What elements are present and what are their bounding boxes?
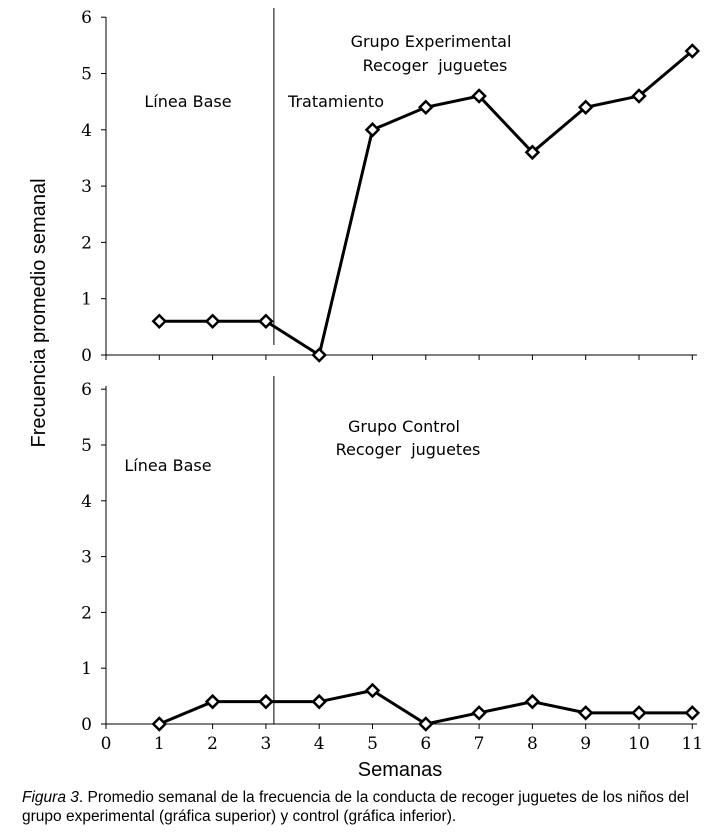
exp-phase-label: Línea Base [144,92,231,111]
x-axis-label: Semanas [358,759,443,781]
exp-y-tick-label: 3 [81,177,92,197]
ctl-x-tick-label: 2 [207,734,218,754]
ctl-x-tick-label: 6 [420,734,431,754]
ctl-data-point [258,693,274,710]
ctl-data-point [311,693,327,710]
exp-y-tick-label: 6 [81,8,92,28]
ctl-x-tick-label: 5 [367,734,378,754]
exp-y-tick-label: 1 [81,290,92,310]
ctl-phase-label: Línea Base [124,456,211,475]
ctl-x-tick-label: 10 [628,734,650,754]
ctl-data-point [577,705,594,721]
ctl-y-tick-label: 5 [81,436,92,456]
exp-data-point [204,313,221,329]
ctl-y-tick-label: 1 [81,659,92,679]
caption-figure-label: Figura 3 [22,789,79,806]
experimental-panel: 0 1 2 3 4 5 6 Grupo Experimental Recoger juguete… [81,8,701,366]
ctl-y-tick-label: 3 [81,548,92,568]
ctl-x-tick-label: 9 [580,734,591,754]
ctl-x-tick-label: 0 [101,734,112,754]
exp-data-point [631,88,647,104]
exp-data-point [684,43,701,59]
ctl-data-point [684,705,701,721]
exp-y-tick-label: 0 [81,346,92,366]
control-panel: 0 1 2 3 4 5 6 0 1 2 3 4 5 6 7 8 9 10 11 Grupo Control Recoge… [81,376,703,754]
ctl-data-point [418,716,434,732]
ctl-y-tick-label: 0 [81,715,92,735]
exp-phase-label: Tratamiento [287,92,384,111]
ctl-x-tick-label: 8 [527,734,538,754]
ctl-data-point [151,716,168,732]
ctl-title: Grupo Control [348,417,460,436]
ctl-x-tick-label: 1 [154,734,165,754]
exp-data-point [258,313,274,329]
ctl-subtitle: Recoger juguetes [336,440,481,459]
exp-data-point [418,99,434,116]
figure-caption: Figura 3. Promedio semanal de la frecuen… [22,788,702,826]
ctl-data-point [204,693,221,710]
exp-data-point [364,122,381,138]
exp-data-point [471,88,487,104]
exp-title: Grupo Experimental [351,32,512,51]
ctl-data-point [631,705,647,721]
y-axis-label: Frecuencia promedio semanal [28,178,50,447]
exp-y-tick-label: 5 [81,65,92,85]
ctl-y-tick-label: 4 [81,492,92,512]
ctl-x-tick-label: 3 [260,734,271,754]
ctl-y-tick-label: 6 [81,380,92,400]
ctl-y-tick-label: 2 [81,603,92,623]
exp-series-line [159,49,694,358]
exp-data-point [577,99,594,116]
ctl-x-tick-label: 4 [314,734,325,754]
exp-data-point [524,144,541,161]
ctl-data-point [471,705,487,721]
ctl-x-tick-label: 11 [681,734,703,754]
ctl-data-point [364,682,381,699]
exp-y-tick-label: 4 [81,121,92,141]
exp-data-point [311,347,327,363]
exp-y-tick-label: 2 [81,233,92,253]
ctl-data-point [524,693,541,710]
caption-text: . Promedio semanal de la frecuencia de l… [22,789,689,825]
exp-data-point [151,313,168,329]
ctl-x-tick-label: 7 [474,734,485,754]
exp-subtitle: Recoger juguetes [363,56,508,75]
